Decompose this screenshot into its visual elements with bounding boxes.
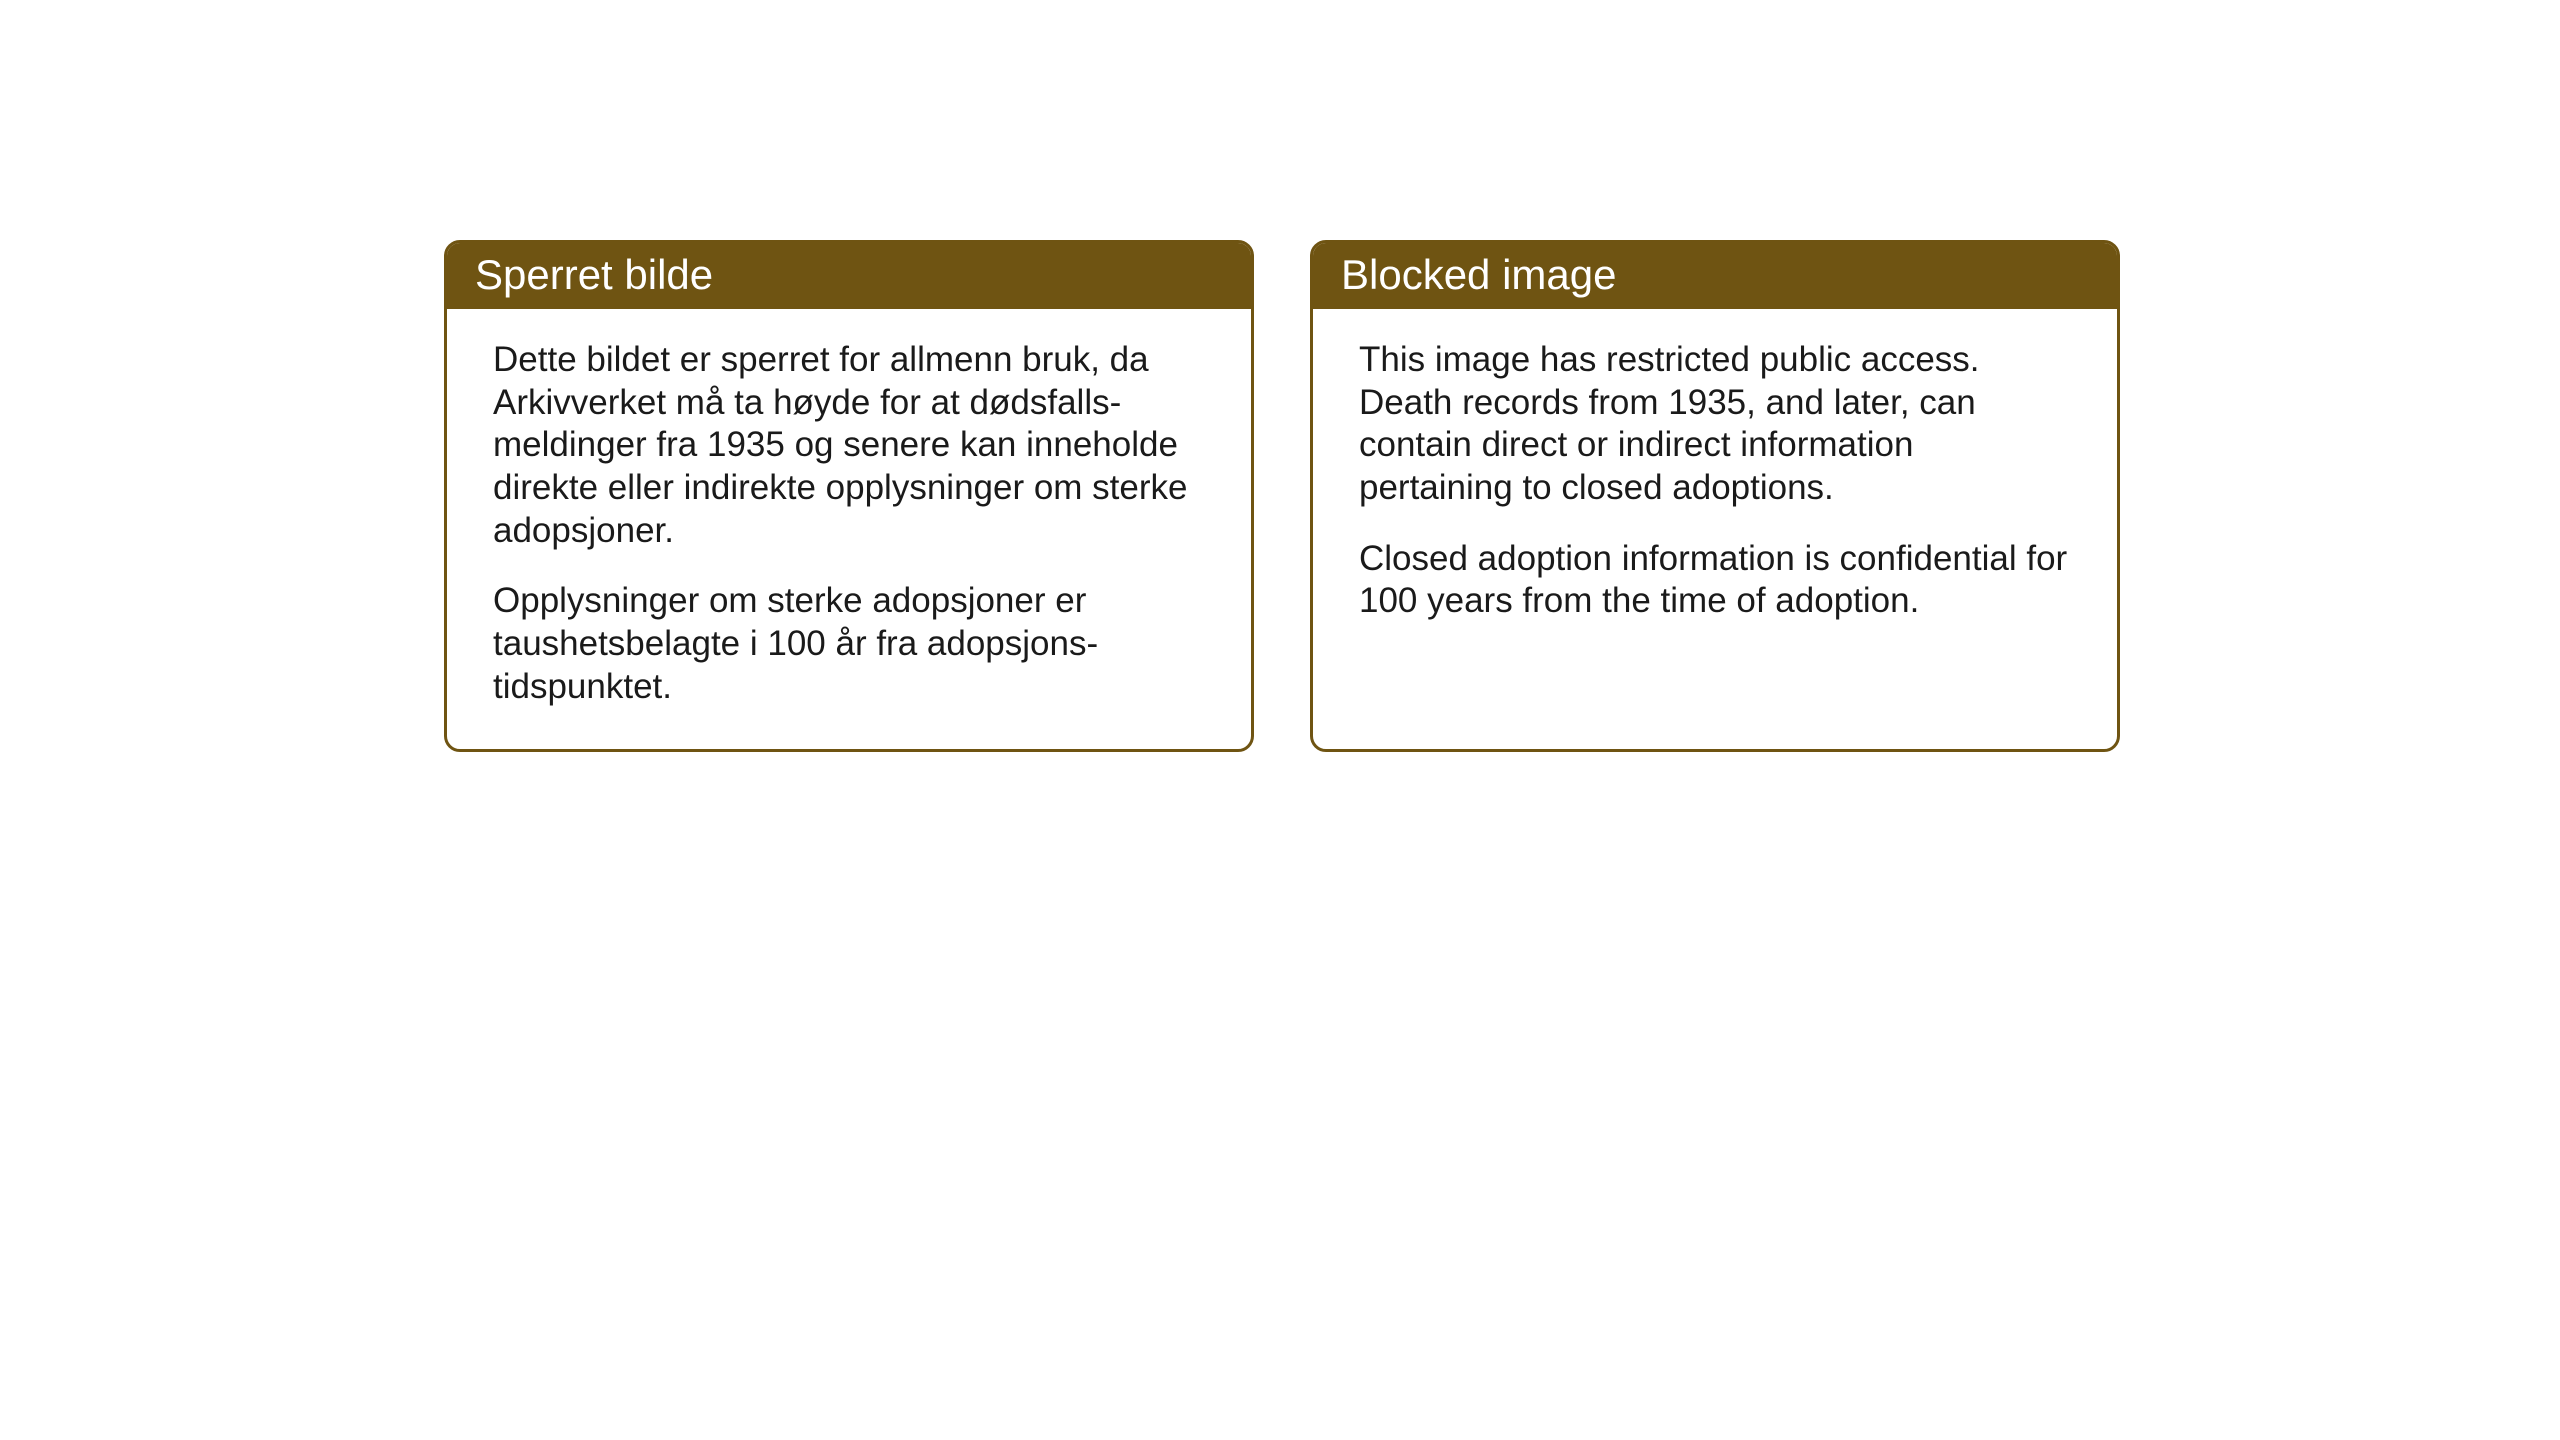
- norwegian-paragraph-2: Opplysninger om sterke adopsjoner er tau…: [493, 580, 1205, 708]
- norwegian-card-title: Sperret bilde: [447, 243, 1251, 309]
- english-paragraph-1: This image has restricted public access.…: [1359, 339, 2071, 510]
- english-paragraph-2: Closed adoption information is confident…: [1359, 538, 2071, 623]
- norwegian-paragraph-1: Dette bildet er sperret for allmenn bruk…: [493, 339, 1205, 552]
- norwegian-card: Sperret bilde Dette bildet er sperret fo…: [444, 240, 1254, 752]
- english-card: Blocked image This image has restricted …: [1310, 240, 2120, 752]
- english-card-title: Blocked image: [1313, 243, 2117, 309]
- cards-container: Sperret bilde Dette bildet er sperret fo…: [444, 240, 2120, 752]
- english-card-body: This image has restricted public access.…: [1313, 309, 2117, 663]
- norwegian-card-body: Dette bildet er sperret for allmenn bruk…: [447, 309, 1251, 749]
